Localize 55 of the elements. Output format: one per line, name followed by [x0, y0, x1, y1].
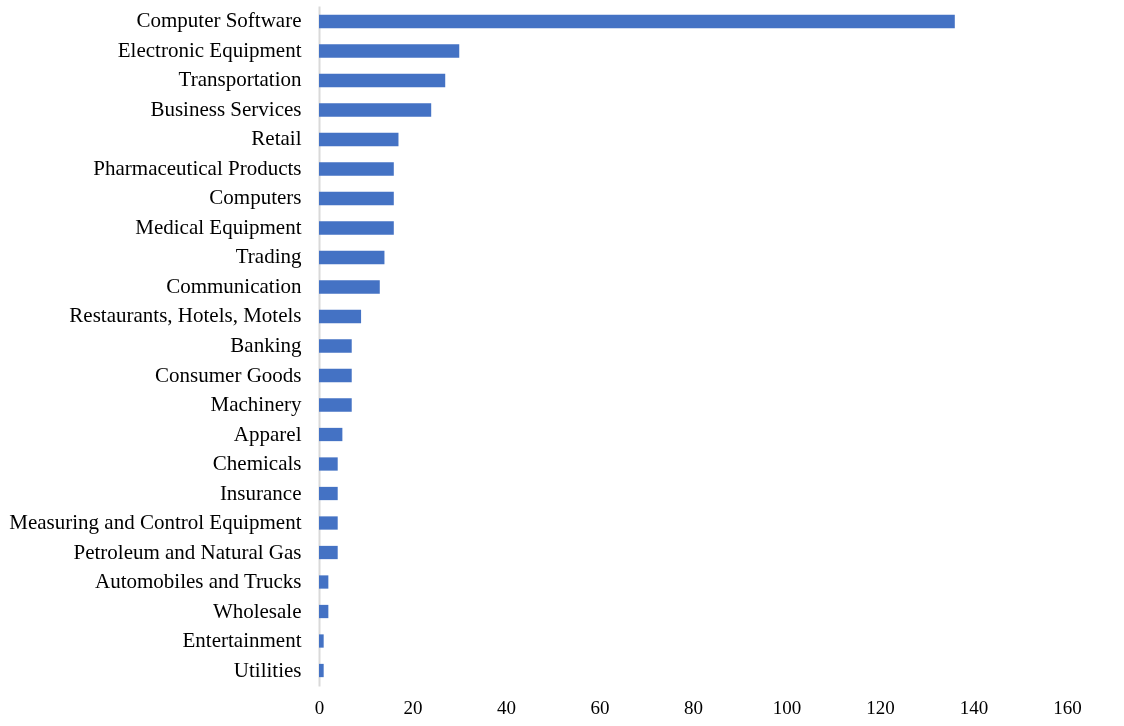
y-tick-label: Measuring and Control Equipment: [9, 510, 302, 535]
x-tick-label: 100: [772, 696, 802, 718]
y-tick-label: Wholesale: [212, 598, 302, 623]
bar: [319, 604, 329, 619]
bar: [319, 634, 324, 648]
bar: [319, 44, 460, 58]
y-tick-label: Insurance: [219, 480, 302, 505]
bar: [319, 516, 338, 530]
bar: [319, 132, 399, 147]
y-tick-label: Automobiles and Trucks: [94, 569, 302, 594]
x-tick-label: 0: [314, 696, 325, 718]
y-tick-label: Restaurants, Hotels, Motels: [69, 303, 302, 328]
y-tick-label: Medical Equipment: [135, 215, 302, 239]
bar: [319, 162, 394, 176]
bar: [319, 486, 338, 501]
y-tick-label: Machinery: [210, 392, 302, 416]
y-tick-label: Petroleum and Natural Gas: [73, 539, 302, 564]
y-tick-label: Consumer Goods: [155, 362, 302, 387]
y-tick-label: Entertainment: [182, 628, 302, 653]
y-tick-label: Transportation: [178, 67, 302, 92]
y-tick-label: Chemicals: [212, 451, 302, 475]
x-tick-label: 60: [590, 696, 610, 718]
bar: [319, 250, 385, 265]
y-tick-label: Electronic Equipment: [117, 37, 302, 62]
y-tick-label: Pharmaceutical Products: [93, 155, 302, 180]
y-tick-label: Communication: [166, 274, 302, 298]
bar: [319, 368, 352, 383]
bar: [319, 73, 446, 88]
bar: [319, 427, 343, 442]
bar: [319, 545, 338, 560]
bar: [319, 339, 352, 353]
y-tick-label: Computer Software: [136, 8, 302, 33]
x-tick-label: 80: [684, 696, 703, 718]
x-tick-label: 40: [497, 696, 516, 718]
bar: [319, 280, 380, 294]
y-tick-label: Utilities: [233, 657, 302, 682]
x-tick-label: 140: [959, 696, 989, 718]
bar: [319, 103, 432, 117]
bar: [319, 457, 338, 471]
x-tick-label: 120: [866, 696, 895, 718]
y-tick-label: Retail: [251, 126, 302, 151]
y-tick-label: Trading: [235, 244, 302, 269]
y-tick-label: Business Services: [150, 96, 302, 121]
y-tick-label: Apparel: [233, 421, 302, 446]
bar: [319, 191, 394, 206]
y-tick-label: Computers: [209, 185, 302, 210]
x-tick-label: 160: [1053, 696, 1082, 718]
bar: [319, 309, 362, 324]
bar: [319, 575, 329, 589]
bar: [319, 398, 352, 412]
bar: [319, 14, 955, 29]
y-tick-label: Banking: [230, 333, 302, 357]
bar: [319, 663, 324, 678]
x-tick-label: 20: [403, 696, 423, 718]
bar: [319, 221, 394, 235]
